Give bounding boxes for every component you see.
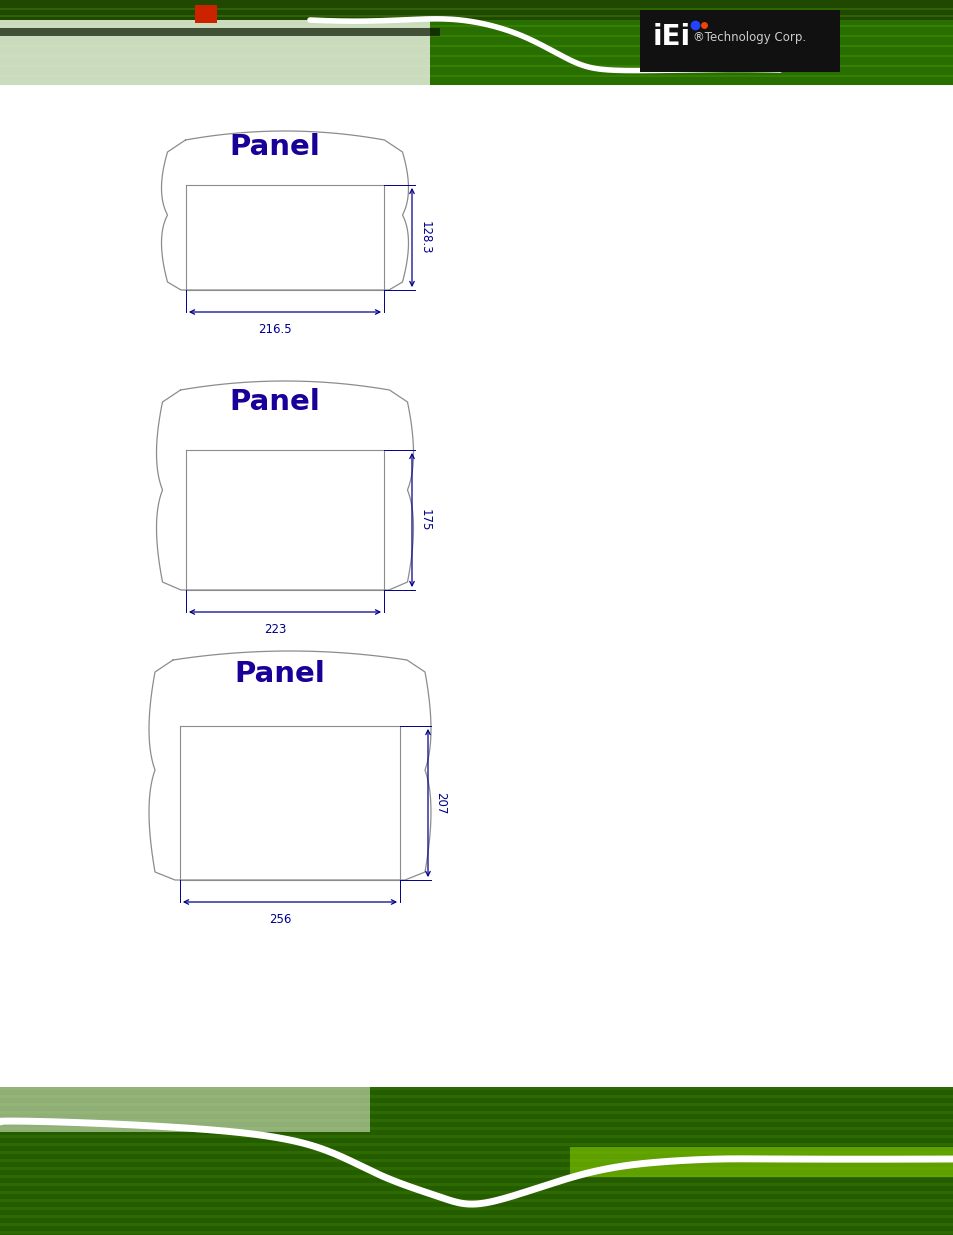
Bar	[0, 1103, 953, 1107]
Text: Panel: Panel	[234, 659, 325, 688]
Bar	[0, 35, 953, 37]
Bar	[0, 1128, 953, 1130]
Bar	[0, 1151, 953, 1153]
Bar	[0, 15, 953, 17]
Text: Panel: Panel	[230, 133, 320, 161]
Bar	[0, 1087, 953, 1091]
Text: 128.3: 128.3	[418, 221, 431, 254]
Bar	[0, 7, 953, 10]
Bar	[639, 10, 840, 72]
Bar	[0, 20, 430, 85]
Text: 223: 223	[264, 622, 286, 636]
Text: 256: 256	[269, 913, 291, 926]
Bar	[0, 1087, 370, 1132]
Bar	[569, 1147, 953, 1177]
Bar	[0, 1207, 953, 1210]
Bar	[0, 25, 953, 27]
Text: 216.5: 216.5	[258, 324, 292, 336]
Bar	[0, 65, 953, 67]
Bar	[0, 1087, 953, 1235]
Bar	[0, 1223, 953, 1226]
Bar	[0, 1183, 953, 1186]
Bar	[0, 1112, 953, 1114]
Bar	[0, 1158, 953, 1162]
Bar	[0, 1119, 953, 1123]
Bar	[0, 1191, 953, 1194]
Bar	[0, 1095, 953, 1098]
Bar	[0, 1231, 953, 1234]
Bar	[0, 75, 953, 77]
Bar	[0, 0, 953, 85]
Bar	[0, 0, 953, 20]
Text: 207: 207	[434, 792, 447, 814]
Bar	[194, 5, 216, 23]
Bar	[0, 44, 953, 47]
Bar	[0, 1215, 953, 1218]
Bar	[0, 56, 953, 57]
Text: iEi: iEi	[652, 23, 690, 51]
Bar	[0, 28, 439, 36]
Bar	[0, 1144, 953, 1146]
Text: Panel: Panel	[230, 388, 320, 416]
Bar	[0, 0, 953, 85]
Text: 175: 175	[418, 509, 431, 531]
Bar	[0, 1174, 953, 1178]
Text: ®Technology Corp.: ®Technology Corp.	[693, 31, 805, 43]
Bar	[0, 1087, 953, 1235]
Bar	[0, 1167, 953, 1170]
Bar	[0, 1199, 953, 1202]
Bar	[0, 1135, 953, 1137]
